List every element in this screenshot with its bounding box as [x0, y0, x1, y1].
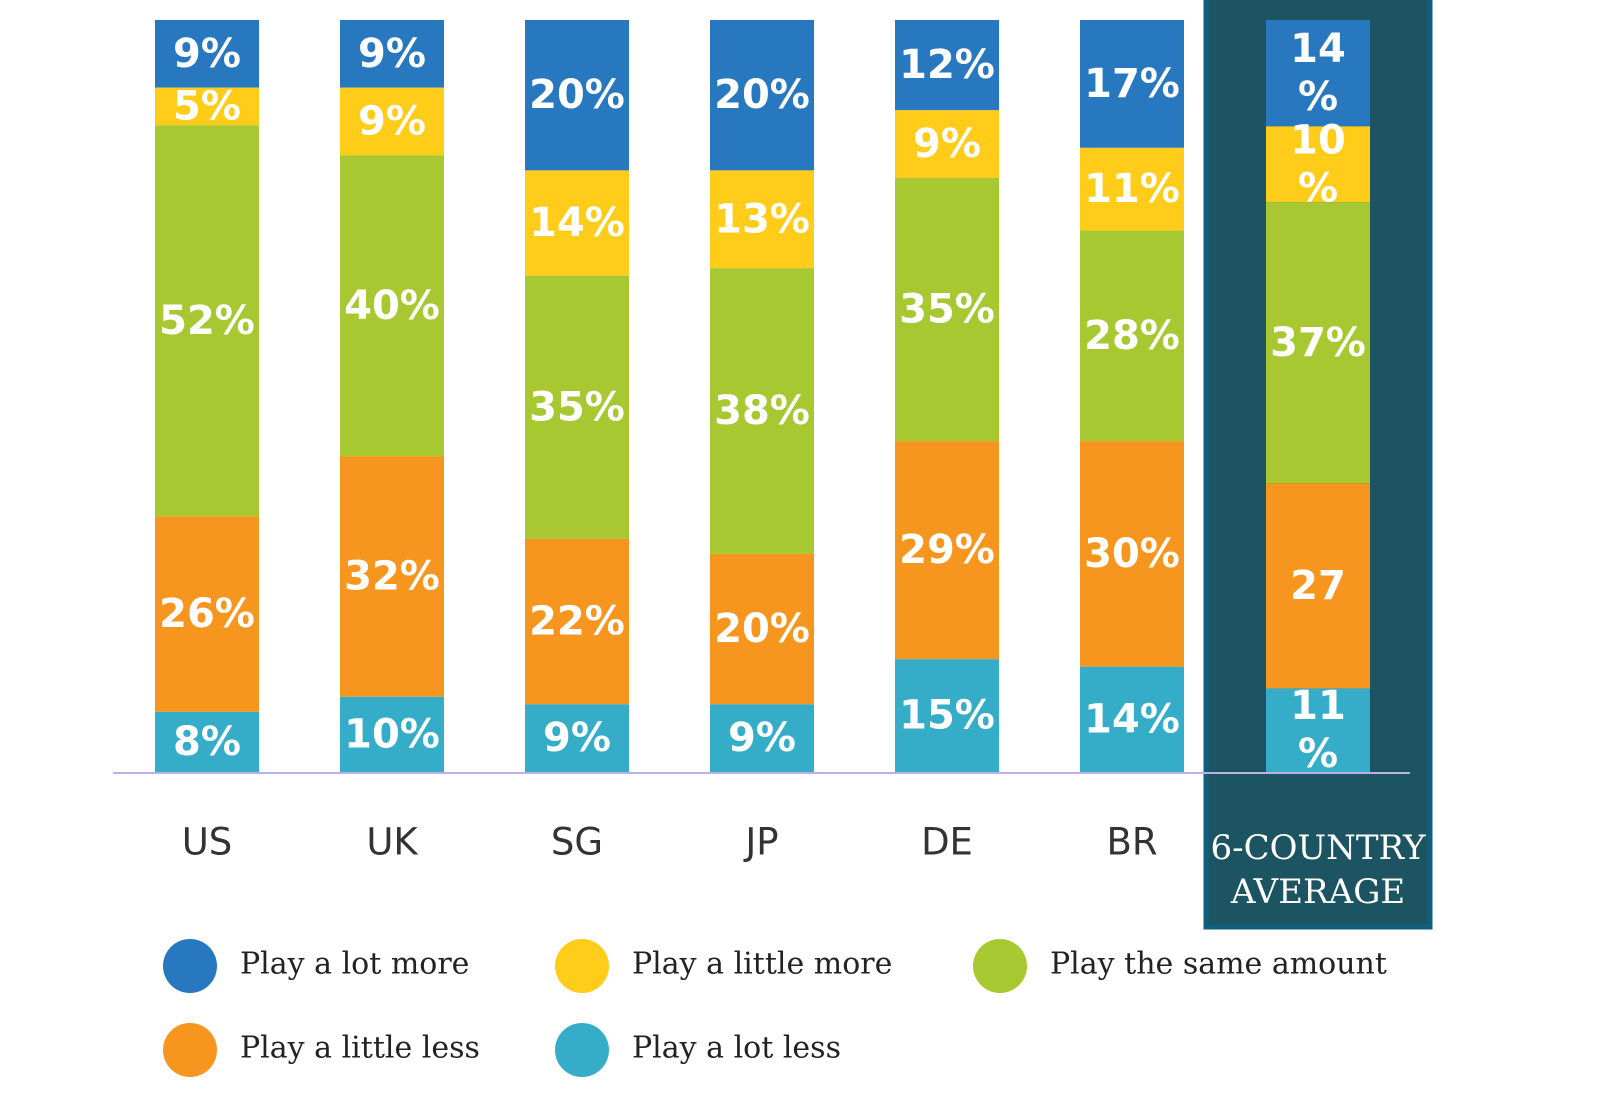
bar-segment-sg-play-the-same-amount — [525, 275, 629, 539]
data-label-sg-play-a-lot-less: 9% — [543, 715, 611, 761]
data-label-br-play-the-same-amount: 28% — [1084, 313, 1180, 359]
data-label-jp-play-a-little-less: 20% — [714, 606, 810, 652]
legend-swatch-play-a-lot-more — [163, 939, 217, 993]
data-label-de-play-a-little-more: 9% — [913, 121, 981, 167]
data-label-jp-play-a-lot-less: 9% — [728, 715, 796, 761]
legend-item-play-a-little-more: Play a little more — [555, 939, 892, 993]
bar-segment-uk-play-a-little-less — [340, 456, 444, 697]
legend-item-play-the-same-amount: Play the same amount — [973, 939, 1387, 993]
data-label-6-country-average-play-the-same-amount: 37% — [1270, 320, 1366, 366]
bar-segment-uk-play-a-little-more — [340, 87, 444, 156]
bar-segment-de-play-the-same-amount — [895, 177, 999, 442]
bar-segment-6-country-average-play-a-lot-less — [1266, 688, 1370, 772]
x-tick-label-de: DE — [921, 821, 973, 864]
bar-segment-uk-play-the-same-amount — [340, 155, 444, 457]
bar-segment-us-play-a-lot-less — [155, 711, 259, 772]
data-label-uk-play-a-lot-less: 10% — [344, 711, 440, 757]
legend-item-play-a-little-less: Play a little less — [163, 1023, 480, 1077]
data-label-us-play-a-little-more: 5% — [173, 83, 241, 129]
bar-segment-de-play-a-lot-more — [895, 20, 999, 111]
x-tick-label-us: US — [182, 821, 233, 864]
legend-swatch-play-the-same-amount — [973, 939, 1027, 993]
bar-segment-sg-play-a-little-more — [525, 170, 629, 276]
legend-item-play-a-lot-less: Play a lot less — [555, 1023, 841, 1077]
data-label-br-play-a-little-less: 30% — [1084, 531, 1180, 577]
x-tick-label-br: BR — [1106, 821, 1157, 864]
data-label-6-country-average-play-a-lot-more-line1: 14 — [1290, 26, 1346, 72]
data-label-uk-play-the-same-amount: 40% — [344, 283, 440, 329]
data-label-us-play-the-same-amount: 52% — [159, 298, 255, 344]
x-tick-label-uk: UK — [366, 821, 419, 864]
bar-segment-jp-play-a-little-more — [710, 170, 814, 269]
bar-segment-br-play-a-lot-less — [1080, 666, 1184, 772]
bar-segment-us-play-a-little-less — [155, 516, 259, 712]
bar-segment-jp-play-a-little-less — [710, 553, 814, 705]
x-tick-label-jp: JP — [743, 821, 778, 864]
data-label-jp-play-a-little-more: 13% — [714, 196, 810, 242]
bar-segment-jp-play-the-same-amount — [710, 268, 814, 554]
data-label-de-play-a-lot-less: 15% — [899, 693, 995, 739]
bar-segment-6-country-average-play-a-little-more — [1266, 126, 1370, 203]
legend-item-play-a-lot-more: Play a lot more — [163, 939, 469, 993]
data-label-br-play-a-lot-less: 14% — [1084, 696, 1180, 742]
data-label-br-play-a-little-more: 11% — [1084, 166, 1180, 212]
bar-segment-jp-play-a-lot-less — [710, 704, 814, 772]
data-label-de-play-a-little-less: 29% — [899, 527, 995, 573]
legend-label-play-the-same-amount: Play the same amount — [1050, 947, 1387, 982]
bar-segment-br-play-a-little-less — [1080, 441, 1184, 667]
legend-swatch-play-a-lot-less — [555, 1023, 609, 1077]
legend-swatch-play-a-little-less — [163, 1023, 217, 1077]
bar-segment-sg-play-a-lot-more — [525, 20, 629, 171]
legend-label-play-a-lot-less: Play a lot less — [632, 1031, 841, 1066]
data-label-us-play-a-little-less: 26% — [159, 591, 255, 637]
data-label-br-play-a-lot-more: 17% — [1084, 61, 1180, 107]
data-label-sg-play-a-lot-more: 20% — [529, 72, 625, 118]
data-label-6-country-average-play-a-lot-less-line2: % — [1298, 731, 1338, 777]
legend-swatch-play-a-little-more — [555, 939, 609, 993]
data-label-us-play-a-lot-more: 9% — [173, 31, 241, 77]
bar-segment-de-play-a-little-less — [895, 441, 999, 660]
data-label-6-country-average-play-a-little-more-line1: 10 — [1290, 117, 1346, 163]
bar-segment-br-play-a-little-more — [1080, 147, 1184, 231]
data-label-sg-play-the-same-amount: 35% — [529, 384, 625, 430]
bar-segment-uk-play-a-lot-less — [340, 696, 444, 772]
bar-segment-us-play-a-lot-more — [155, 20, 259, 88]
bar-segment-br-play-a-lot-more — [1080, 20, 1184, 148]
data-label-6-country-average-play-a-little-less: 27 — [1290, 563, 1346, 609]
bar-segment-6-country-average-play-a-little-less — [1266, 483, 1370, 689]
bar-segment-6-country-average-play-the-same-amount — [1266, 202, 1370, 484]
data-label-6-country-average-play-a-little-more-line2: % — [1298, 165, 1338, 211]
data-label-de-play-a-lot-more: 12% — [899, 42, 995, 88]
bar-segment-uk-play-a-lot-more — [340, 20, 444, 88]
bar-segment-br-play-the-same-amount — [1080, 230, 1184, 442]
data-label-jp-play-a-lot-more: 20% — [714, 72, 810, 118]
bar-segment-sg-play-a-lot-less — [525, 704, 629, 772]
bar-segment-6-country-average-play-a-lot-more — [1266, 20, 1370, 127]
bar-segment-us-play-the-same-amount — [155, 125, 259, 517]
data-label-us-play-a-lot-less: 8% — [173, 719, 241, 765]
data-label-sg-play-a-little-more: 14% — [529, 200, 625, 246]
bar-segment-jp-play-a-lot-more — [710, 20, 814, 171]
data-label-jp-play-the-same-amount: 38% — [714, 388, 810, 434]
data-label-6-country-average-play-a-lot-less-line1: 11 — [1290, 683, 1346, 729]
bar-segment-us-play-a-little-more — [155, 87, 259, 126]
bar-segment-de-play-a-lot-less — [895, 659, 999, 772]
x-tick-label-6-country-average-line2: AVERAGE — [1230, 872, 1405, 912]
data-label-uk-play-a-lot-more: 9% — [358, 31, 426, 77]
data-label-uk-play-a-little-more: 9% — [358, 99, 426, 145]
bar-segment-de-play-a-little-more — [895, 110, 999, 178]
legend-label-play-a-little-more: Play a little more — [632, 947, 892, 982]
data-label-uk-play-a-little-less: 32% — [344, 553, 440, 599]
data-label-6-country-average-play-a-lot-more-line2: % — [1298, 74, 1338, 120]
x-tick-label-sg: SG — [551, 821, 603, 864]
bar-segment-sg-play-a-little-less — [525, 538, 629, 705]
legend-label-play-a-lot-more: Play a lot more — [240, 947, 469, 982]
x-tick-label-6-country-average-line1: 6-COUNTRY — [1210, 828, 1426, 868]
legend-label-play-a-little-less: Play a little less — [240, 1031, 480, 1066]
data-label-sg-play-a-little-less: 22% — [529, 599, 625, 645]
data-label-de-play-the-same-amount: 35% — [899, 287, 995, 333]
